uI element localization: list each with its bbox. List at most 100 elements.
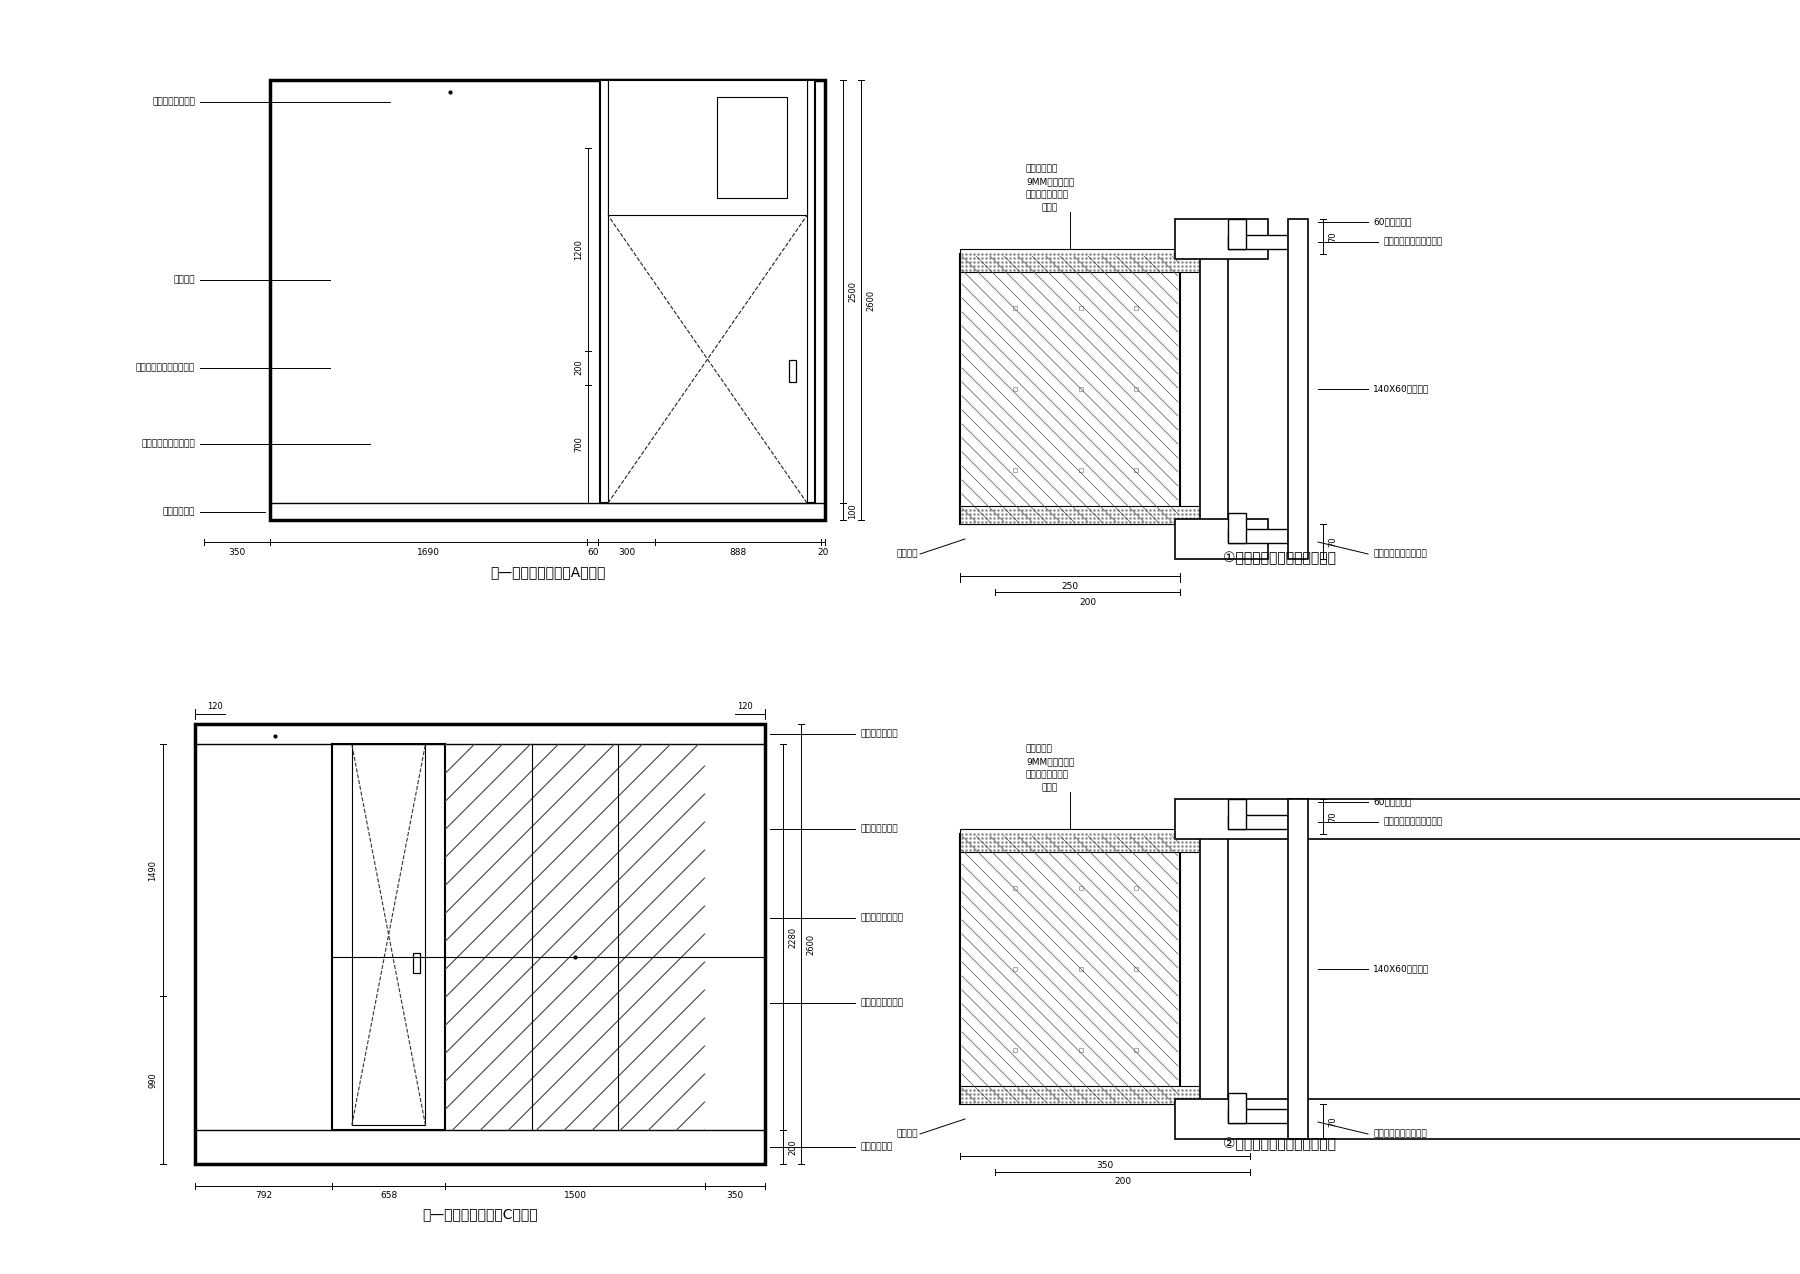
Text: 欧模网: 欧模网 (1102, 834, 1139, 854)
Text: 欧模网: 欧模网 (207, 834, 243, 854)
Text: 欧模网: 欧模网 (1102, 204, 1139, 224)
Text: 1500: 1500 (563, 1191, 587, 1200)
Text: www.om.cn: www.om.cn (1471, 204, 1589, 224)
Text: 9MM水泥防潮板: 9MM水泥防潮板 (1026, 758, 1075, 767)
Bar (1228, 234, 1289, 248)
Text: 细木板白铝塑板折边包角: 细木板白铝塑板折边包角 (1382, 818, 1442, 827)
Text: 轻钢龙骨防锈处理: 轻钢龙骨防锈处理 (1026, 771, 1069, 780)
Text: 1200: 1200 (574, 238, 583, 260)
Bar (1201, 824, 1228, 1113)
Text: 2500: 2500 (848, 282, 857, 302)
Text: 990: 990 (149, 1073, 158, 1088)
Bar (1289, 219, 1309, 559)
Text: 20: 20 (817, 548, 828, 557)
Text: 墙面刷米色乳胶漆: 墙面刷米色乳胶漆 (151, 98, 194, 107)
Text: 欧模网: 欧模网 (207, 1134, 243, 1154)
Text: 70: 70 (1328, 231, 1337, 242)
Text: 细木板白铝塑板折边包角: 细木板白铝塑板折边包角 (1382, 237, 1442, 246)
Bar (1228, 513, 1246, 543)
Text: www.om.cn: www.om.cn (1471, 834, 1589, 854)
Bar (608, 80, 806, 215)
Text: 120: 120 (207, 702, 223, 711)
Bar (414, 953, 421, 973)
Text: 欧模网: 欧模网 (1525, 1164, 1654, 1233)
Text: 订制浅绿色薄漆门: 订制浅绿色薄漆门 (860, 913, 904, 922)
Text: 欧模网: 欧模网 (1102, 505, 1139, 524)
Bar (1228, 1108, 1289, 1122)
Text: 888: 888 (729, 548, 747, 557)
Text: 浅绿色混油实木双包门: 浅绿色混油实木双包门 (140, 440, 194, 448)
Bar (1228, 799, 1246, 829)
Text: 填泡沫棒打耐侯胶密封: 填泡沫棒打耐侯胶密封 (1373, 549, 1427, 558)
Text: 蓝灰色踢脚板: 蓝灰色踢脚板 (162, 507, 194, 516)
Bar (959, 834, 1181, 1105)
Bar (1175, 1099, 1800, 1139)
Text: 结构胶: 结构胶 (1040, 784, 1057, 792)
Bar (1175, 519, 1267, 559)
Bar (1175, 219, 1267, 259)
Text: 填泡沫棒打耐侯胶密封: 填泡沫棒打耐侯胶密封 (1373, 1130, 1427, 1139)
Text: 100: 100 (848, 503, 857, 520)
Bar (608, 80, 806, 503)
Text: www.om.cn: www.om.cn (520, 834, 641, 854)
Bar (1289, 799, 1309, 1139)
Text: ②轻质隔墙与幕墙副骨的连接: ②轻质隔墙与幕墙副骨的连接 (1224, 1136, 1336, 1150)
Text: 120: 120 (738, 702, 752, 711)
Text: 2280: 2280 (788, 926, 797, 948)
Bar (1201, 245, 1228, 534)
Bar (959, 506, 1220, 524)
Text: 200: 200 (1114, 1177, 1130, 1186)
Bar (1175, 799, 1800, 840)
Text: 350: 350 (229, 548, 247, 557)
Text: 140X60幕墙龙骨: 140X60幕墙龙骨 (1373, 385, 1429, 394)
Text: 八—十九层普通病房A立面图: 八—十九层普通病房A立面图 (490, 564, 605, 578)
Text: 2600: 2600 (866, 289, 875, 311)
Text: 1690: 1690 (418, 548, 439, 557)
Text: 米色石材窗台: 米色石材窗台 (860, 1143, 893, 1152)
Text: 镶白玻璃: 镶白玻璃 (173, 275, 194, 284)
Bar (959, 254, 1181, 524)
Bar (718, 97, 787, 199)
Text: 70: 70 (1328, 1116, 1337, 1126)
Bar (959, 829, 1220, 852)
Text: 订制白色免漆线: 订制白色免漆线 (860, 824, 898, 833)
Bar (788, 361, 796, 382)
Text: 250: 250 (1062, 581, 1078, 591)
Bar (194, 724, 765, 1164)
Text: 基础墙体: 基础墙体 (896, 1130, 918, 1139)
Text: 200: 200 (1078, 598, 1096, 606)
Text: 200: 200 (574, 359, 583, 376)
Text: 基础墙体: 基础墙体 (896, 549, 918, 558)
Text: 白色乳胶漆: 白色乳胶漆 (1026, 744, 1053, 753)
Text: 欧模网: 欧模网 (207, 204, 243, 224)
Text: 木质门套线刷白色调合漆: 木质门套线刷白色调合漆 (135, 363, 194, 372)
Text: 欧模网: 欧模网 (207, 505, 243, 524)
Bar (959, 1085, 1220, 1105)
Text: www.om.cn: www.om.cn (1471, 505, 1589, 524)
Bar (351, 744, 425, 1125)
Text: 658: 658 (380, 1191, 398, 1200)
Text: 200: 200 (788, 1139, 797, 1156)
Text: 轻钢龙骨防锈处理: 轻钢龙骨防锈处理 (1026, 191, 1069, 200)
Bar (959, 248, 1220, 273)
Text: 700: 700 (574, 436, 583, 452)
Text: 60: 60 (587, 548, 598, 557)
Text: 白色混油窗台合: 白色混油窗台合 (860, 730, 898, 739)
Text: 1490: 1490 (149, 860, 158, 880)
Bar (599, 80, 815, 503)
Text: www.om.cn: www.om.cn (520, 204, 641, 224)
Text: 墙面刷米色乳胶漆: 墙面刷米色乳胶漆 (860, 999, 904, 1008)
Text: 结构胶: 结构胶 (1040, 204, 1057, 213)
Bar (1228, 815, 1289, 829)
Text: www.om.cn: www.om.cn (520, 505, 641, 524)
Text: 9MM水泥防潮板: 9MM水泥防潮板 (1026, 177, 1075, 186)
Text: 八—十九层普通病房C立面图: 八—十九层普通病房C立面图 (423, 1206, 538, 1220)
Text: 70: 70 (1328, 536, 1337, 547)
Text: 140X60幕墙龙骨: 140X60幕墙龙骨 (1373, 964, 1429, 973)
Bar (1228, 219, 1246, 248)
Bar (1228, 1093, 1246, 1122)
Text: 60幕墙副龙骨: 60幕墙副龙骨 (1373, 218, 1411, 227)
Text: 350: 350 (1096, 1162, 1114, 1171)
Text: ①轻质隔墙与幕墙主骨的连接: ①轻质隔墙与幕墙主骨的连接 (1224, 550, 1336, 564)
Bar (270, 80, 824, 520)
